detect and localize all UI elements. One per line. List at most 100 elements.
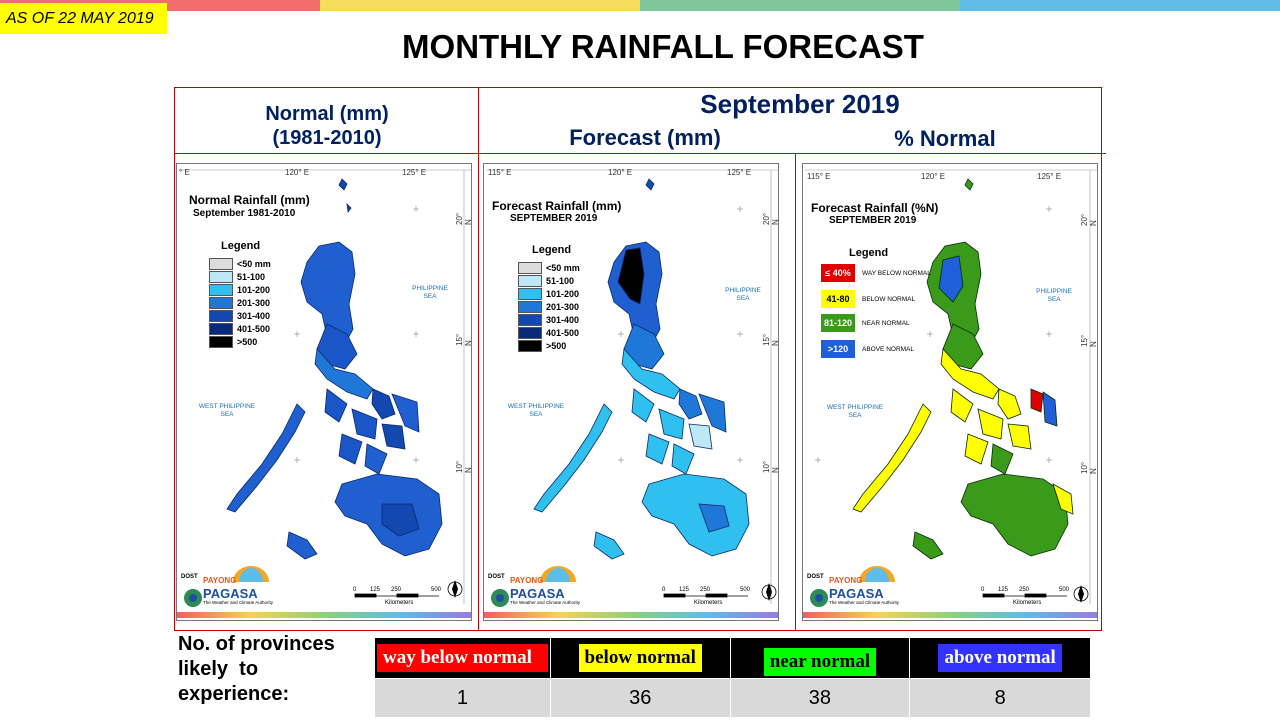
legend-item: >500 bbox=[518, 340, 566, 352]
scale-tick: 0 bbox=[662, 587, 666, 593]
map-subtitle: September 1981-2010 bbox=[193, 208, 296, 219]
grid-crosses bbox=[618, 206, 743, 463]
forecast-map-graphic bbox=[484, 169, 778, 618]
legend-item: 201-300 bbox=[209, 297, 270, 309]
legend-label: BELOW NORMAL bbox=[862, 295, 916, 303]
legend-label: 401-500 bbox=[237, 324, 271, 334]
map-title: Normal Rainfall (mm) bbox=[189, 193, 310, 207]
legend-label: 201-300 bbox=[237, 298, 271, 308]
scale-tick: 250 bbox=[700, 587, 711, 593]
category-cell: way below normal bbox=[374, 637, 551, 679]
logo-dost: DOST bbox=[488, 574, 505, 580]
island-shapes bbox=[533, 178, 750, 560]
legend-label: ABOVE NORMAL bbox=[862, 345, 915, 353]
legend-swatch bbox=[209, 297, 233, 309]
legend-swatch bbox=[518, 327, 542, 339]
legend-label: 301-400 bbox=[237, 311, 271, 321]
legend-swatch bbox=[209, 284, 233, 296]
logo-pagasa: PAGASA bbox=[510, 586, 565, 601]
coord-top-3: 125° E bbox=[727, 168, 752, 177]
legend-swatch bbox=[209, 271, 233, 283]
map-title: Forecast Rainfall (mm) bbox=[492, 199, 622, 213]
legend-item: 51-100 bbox=[518, 275, 574, 287]
map-subtitle: SEPTEMBER 2019 bbox=[510, 213, 598, 224]
sea-label-east: PHILIPPINE SEA bbox=[1036, 288, 1072, 303]
count-below: 36 bbox=[549, 678, 731, 718]
logo-payong: PAYONG bbox=[829, 576, 863, 585]
count-row: 1 36 38 8 bbox=[374, 678, 1091, 718]
legend-label: <50 mm bbox=[237, 259, 271, 269]
category-label-near: near normal bbox=[763, 648, 877, 676]
legend-swatch bbox=[518, 288, 542, 300]
graticule bbox=[179, 169, 471, 604]
pagasa-logo-graphic bbox=[184, 566, 269, 607]
header-divider bbox=[174, 153, 1106, 154]
rainbow-footer bbox=[803, 612, 1097, 618]
question-line-1: No. of provinces bbox=[178, 633, 335, 655]
north-arrow-icon bbox=[761, 583, 777, 601]
scale-bar bbox=[354, 593, 439, 598]
pagasa-logo-graphic bbox=[810, 566, 895, 607]
category-cell: below normal bbox=[549, 637, 731, 679]
sea-label-east: PHILIPPINE SEA bbox=[725, 287, 761, 302]
province-count-table: way below normal below normal near norma… bbox=[374, 637, 1091, 718]
north-arrow-icon bbox=[447, 580, 463, 598]
legend-swatch bbox=[209, 323, 233, 335]
top-color-bar bbox=[0, 0, 1280, 11]
island-shapes bbox=[226, 178, 443, 560]
coord-right-2: 15° N bbox=[1080, 334, 1098, 347]
scale-tick: 125 bbox=[998, 587, 1009, 593]
legend-label: 101-200 bbox=[546, 289, 580, 299]
legend-item: <50 mm bbox=[209, 258, 271, 270]
logo-payong: PAYONG bbox=[510, 576, 544, 585]
top-bar-blue bbox=[960, 0, 1280, 11]
legend-item: 401-500 bbox=[209, 323, 270, 335]
logo-pagasa: PAGASA bbox=[829, 586, 884, 601]
coord-top-1: ° E bbox=[179, 168, 190, 177]
legend-title: Legend bbox=[532, 244, 572, 256]
logo-dost: DOST bbox=[807, 574, 824, 580]
percent-map-graphic bbox=[803, 169, 1097, 618]
scale-tick: 125 bbox=[679, 587, 690, 593]
page-title: MONTHLY RAINFALL FORECAST bbox=[402, 28, 924, 65]
scale-tick: 500 bbox=[1059, 587, 1070, 593]
percent-normal-map: 115° E 120° E 125° E 20° N 15° N 10° N F… bbox=[802, 163, 1098, 621]
legend-box: 41-80 bbox=[821, 290, 855, 308]
coord-right-2: 15° N bbox=[762, 333, 778, 346]
scale-tick: 0 bbox=[353, 587, 357, 593]
pagasa-logo: DOST PAYONG PAGASA The Weather and Clima… bbox=[488, 560, 588, 610]
coord-right-3: 10° N bbox=[1080, 461, 1098, 474]
count-way-below: 1 bbox=[374, 678, 551, 718]
category-cell: above normal bbox=[909, 637, 1091, 679]
month-header: September 2019 bbox=[700, 89, 900, 119]
normal-header-title: Normal (mm) bbox=[265, 103, 389, 125]
rainbow-footer bbox=[484, 612, 778, 618]
legend-label: 51-100 bbox=[237, 272, 266, 282]
count-near: 38 bbox=[729, 678, 911, 718]
normal-map-graphic bbox=[177, 169, 471, 618]
legend-item: 301-400 bbox=[209, 310, 270, 322]
legend-item: 301-400 bbox=[518, 314, 579, 326]
coord-right-1: 20° N bbox=[762, 212, 778, 225]
scale-tick: 500 bbox=[740, 587, 751, 593]
legend-label: 201-300 bbox=[546, 302, 580, 312]
logo-tagline: The Weather and Climate Authority bbox=[510, 600, 580, 605]
category-label-below: below normal bbox=[578, 644, 702, 672]
coord-right-3: 10° N bbox=[762, 460, 778, 473]
legend-title: Legend bbox=[849, 247, 889, 259]
top-bar-green bbox=[640, 0, 960, 11]
scale-bar bbox=[663, 593, 748, 598]
column-divider-1 bbox=[478, 88, 479, 630]
sea-label-west: WEST PHILIPPINE SEA bbox=[507, 403, 565, 418]
category-row: way below normal below normal near norma… bbox=[374, 637, 1091, 679]
normal-rainfall-map: ° E 120° E 125° E 20° N 15° N 10° N Norm… bbox=[176, 163, 472, 621]
legend-box: >120 bbox=[821, 340, 855, 358]
legend-swatch bbox=[518, 301, 542, 313]
graticule bbox=[805, 169, 1097, 604]
legend-item: 81-120 NEAR NORMAL bbox=[821, 314, 910, 332]
logo-dost: DOST bbox=[181, 574, 198, 580]
coord-right-1: 20° N bbox=[1080, 213, 1098, 226]
sea-label-west: WEST PHILIPPINE SEA bbox=[198, 403, 256, 418]
legend-item: 101-200 bbox=[209, 284, 270, 296]
legend-label: 401-500 bbox=[546, 328, 580, 338]
